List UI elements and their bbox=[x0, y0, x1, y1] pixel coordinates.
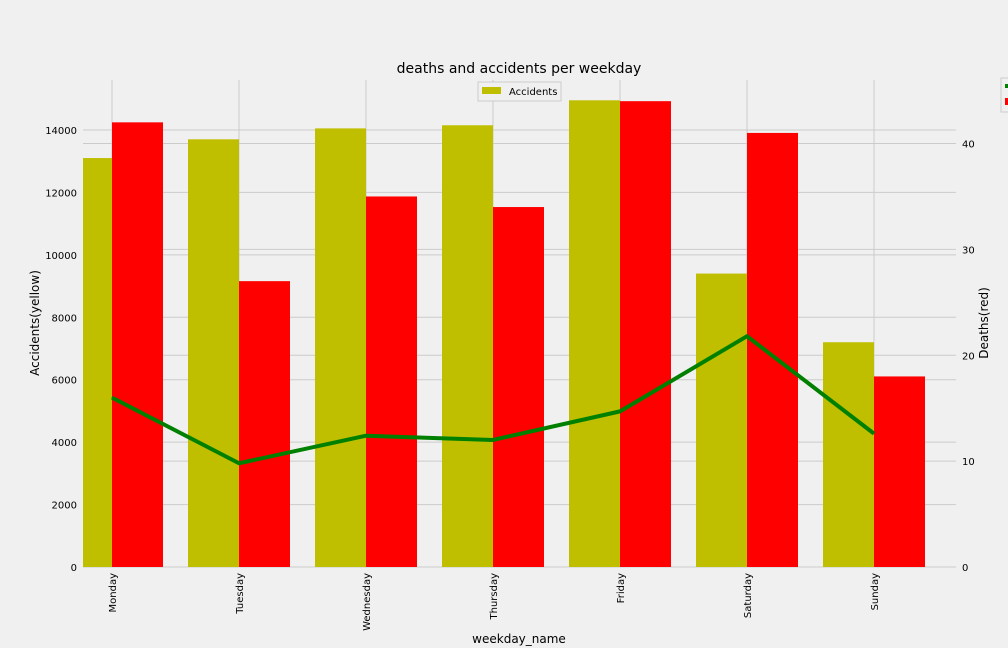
y-tick-left: 8000 bbox=[52, 313, 77, 324]
y-tick-right: 30 bbox=[962, 245, 975, 256]
legend-swatch-line bbox=[1005, 84, 1008, 88]
chart-title: deaths and accidents per weekday bbox=[397, 61, 642, 77]
y-tick-left: 12000 bbox=[45, 188, 77, 199]
line-series bbox=[111, 334, 876, 466]
y-tick-right: 40 bbox=[962, 140, 975, 151]
bar-accidents-monday bbox=[83, 158, 112, 568]
line-point-monday bbox=[111, 397, 113, 399]
x-axis-label: weekday_name bbox=[472, 632, 566, 646]
y-tick-left: 14000 bbox=[45, 126, 77, 137]
bar-deaths-wednesday bbox=[366, 196, 417, 567]
bar-deaths-thursday bbox=[493, 207, 544, 568]
line-point-tuesday bbox=[238, 462, 240, 464]
y-tick-right: 0 bbox=[962, 563, 968, 574]
legend-label: Accidents bbox=[509, 87, 557, 98]
line-point-thursday bbox=[492, 439, 494, 441]
x-tick-sunday: Sunday bbox=[870, 573, 881, 610]
tick-labels: 0 2000 4000 6000 8000 10000 12000 14000 0 10 20 30 4… bbox=[45, 126, 975, 631]
bar-deaths-monday bbox=[112, 122, 163, 567]
bar-accidents-saturday bbox=[696, 273, 747, 567]
x-tick-thursday: Thursday bbox=[489, 573, 500, 621]
x-tick-friday: Friday bbox=[616, 573, 627, 603]
bar-accidents-sunday bbox=[823, 342, 874, 567]
bars bbox=[83, 100, 925, 568]
y-tick-right: 10 bbox=[962, 457, 975, 468]
bar-deaths-friday bbox=[620, 101, 671, 567]
line-point-wednesday bbox=[365, 435, 367, 437]
y-tick-left: 10000 bbox=[45, 251, 77, 262]
x-tick-tuesday: Tuesday bbox=[235, 573, 246, 615]
y-tick-right: 20 bbox=[962, 351, 975, 362]
bar-deaths-sunday bbox=[874, 376, 925, 567]
y-tick-left: 0 bbox=[71, 563, 77, 574]
y-tick-left: 2000 bbox=[52, 501, 77, 512]
x-tick-monday: Monday bbox=[108, 573, 119, 613]
y-tick-left: 4000 bbox=[52, 438, 77, 449]
bar-accidents-tuesday bbox=[188, 139, 239, 568]
y-axis-label-right: Deaths(red) bbox=[977, 287, 991, 359]
bar-deaths-tuesday bbox=[239, 281, 290, 567]
y-axis-label-left: Accidents(yellow) bbox=[28, 270, 42, 376]
bar-accidents-thursday bbox=[442, 125, 493, 568]
line-point-saturday bbox=[746, 335, 748, 337]
legend-accidents: Accidents bbox=[477, 81, 562, 102]
bar-deaths-saturday bbox=[747, 132, 798, 567]
bar-accidents-wednesday bbox=[315, 128, 366, 567]
bar-accidents-friday bbox=[569, 100, 620, 568]
line-point-friday bbox=[619, 410, 621, 412]
line-point-sunday bbox=[873, 433, 875, 435]
y-tick-left: 6000 bbox=[52, 376, 77, 387]
legend-swatch bbox=[482, 87, 501, 94]
x-tick-wednesday: Wednesday bbox=[362, 573, 373, 631]
x-tick-saturday: Saturday bbox=[743, 573, 754, 618]
legend-right bbox=[1000, 77, 1008, 113]
legend-swatch-deaths bbox=[1005, 98, 1008, 105]
